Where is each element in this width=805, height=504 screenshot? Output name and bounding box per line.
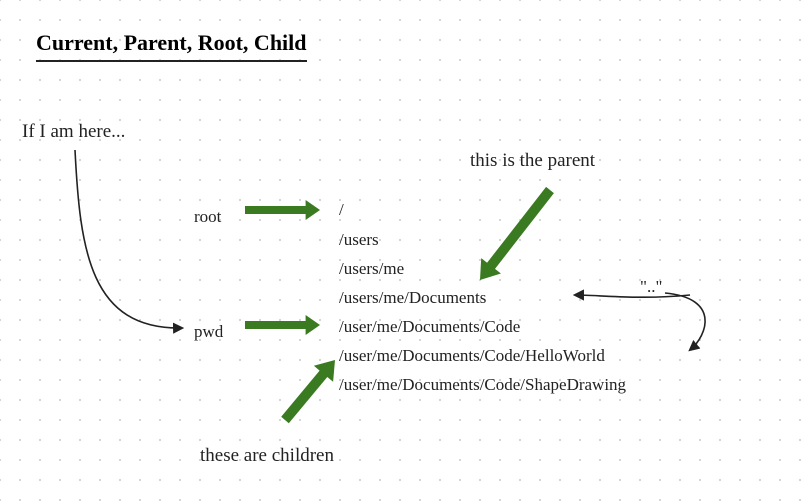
path-row: / (339, 200, 344, 220)
path-row: /user/me/Documents/Code/ShapeDrawing (339, 375, 626, 395)
arrows-overlay (0, 0, 805, 504)
page-title-text: Current, Parent, Root, Child (36, 30, 307, 55)
diagram-content: Current, Parent, Root, Child If I am her… (0, 0, 805, 504)
path-row: /users/me (339, 259, 404, 279)
title-underline (36, 60, 307, 62)
label-if-i-am-here: If I am here... (22, 121, 125, 143)
label-pwd: pwd (194, 322, 223, 342)
label-root: root (194, 207, 221, 227)
path-row: /user/me/Documents/Code (339, 317, 520, 337)
path-row: /user/me/Documents/Code/HelloWorld (339, 346, 605, 366)
path-row: /users/me/Documents (339, 288, 486, 308)
label-dotdot: ".." (640, 277, 662, 297)
label-this-is-the-parent: this is the parent (470, 150, 595, 172)
path-row: /users (339, 230, 379, 250)
page-title: Current, Parent, Root, Child (36, 30, 307, 56)
label-these-are-children: these are children (200, 445, 334, 467)
